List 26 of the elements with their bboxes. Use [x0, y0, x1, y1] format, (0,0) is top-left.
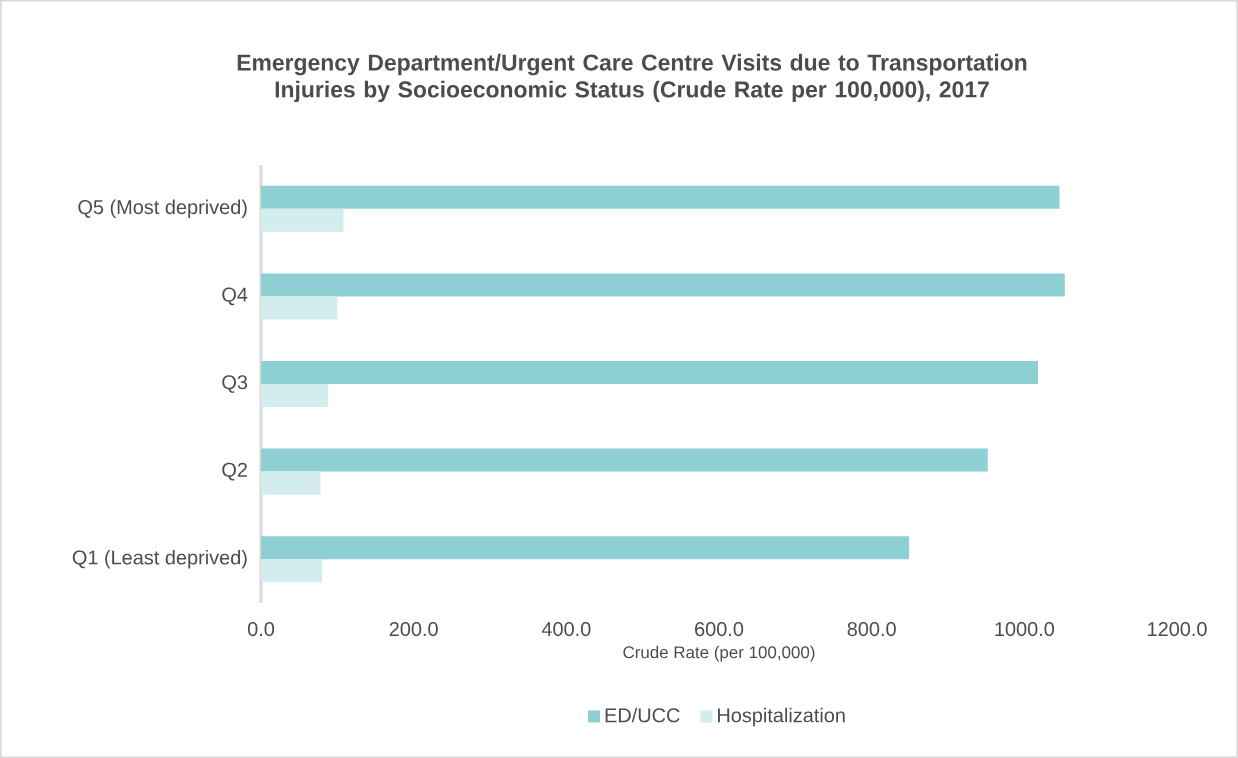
x-tick-label: 1200.0	[1148, 622, 1207, 637]
x-tick-label: 600.0	[695, 622, 744, 637]
legend-label: Hospitalization	[718, 707, 845, 727]
bar	[261, 448, 988, 472]
bar	[261, 559, 323, 583]
x-axis-title: Crude Rate (per 100,000)	[623, 645, 815, 662]
bar	[261, 208, 344, 232]
y-tick-label: Q2	[222, 462, 247, 481]
x-tick-label: 800.0	[847, 622, 896, 637]
y-tick-label: Q3	[222, 375, 248, 393]
x-tick-label: 1000.0	[995, 622, 1055, 637]
x-tick-label: 0.0	[247, 622, 275, 637]
bar	[261, 361, 1039, 384]
y-tick-label: Q5 (Most deprived)	[78, 199, 247, 219]
legend-label: ED/UCC	[605, 707, 680, 723]
y-tick-label: Q4	[222, 287, 248, 306]
bar	[261, 536, 910, 560]
bar	[261, 185, 1060, 209]
bar	[261, 296, 338, 320]
bar	[261, 471, 321, 495]
chart-title: Emergency Department/Urgent Care Centre Visits due to Transportation Injuries by Socioeconomic Status (Crude Rate per 100,000), 2017	[237, 53, 1027, 103]
x-tick-label: 200.0	[389, 622, 438, 637]
y-tick-label: Q1 (Least deprived)	[72, 549, 247, 569]
bar	[261, 273, 1065, 297]
x-tick-label: 400.0	[541, 622, 591, 637]
bar	[261, 384, 329, 407]
